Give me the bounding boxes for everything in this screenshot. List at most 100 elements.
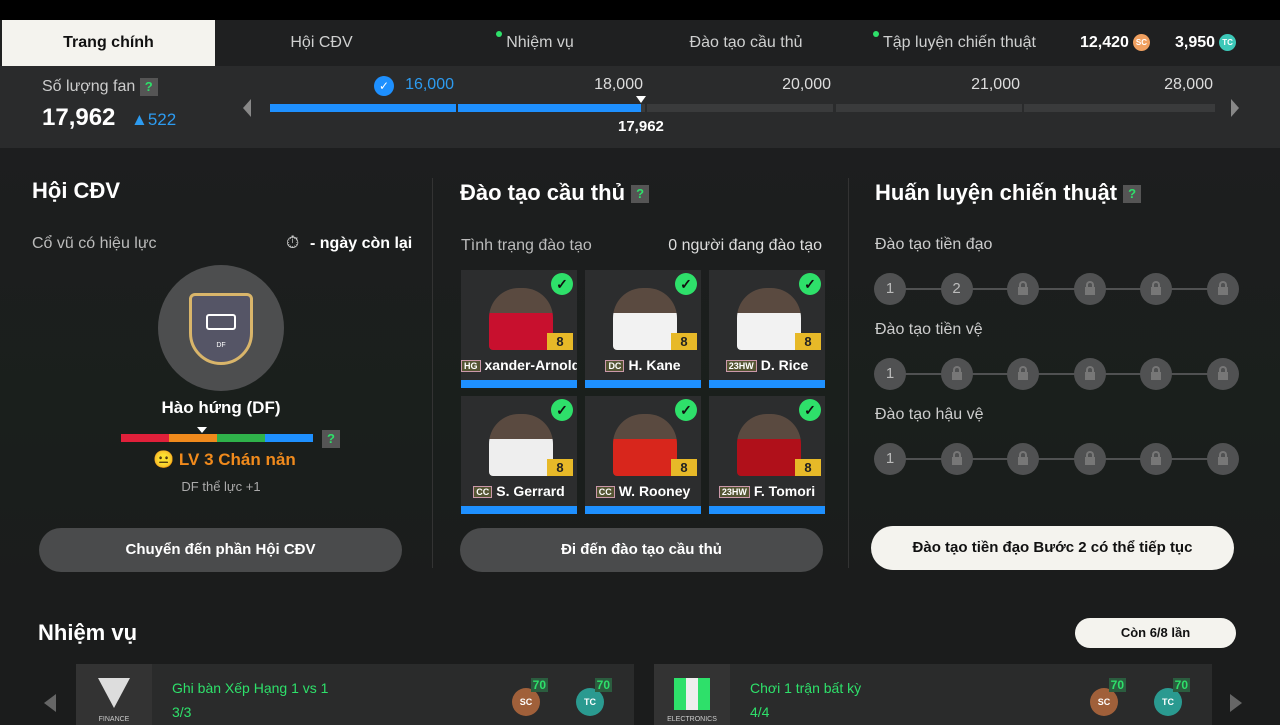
reward-amount: 70 (530, 678, 548, 692)
track-label: Đào tạo tiền đạo (875, 236, 993, 253)
sc-coin-icon: SC (512, 688, 540, 716)
player-card[interactable]: ✓ 8 CC S. Gerrard (461, 396, 577, 514)
player-card[interactable]: ✓ 8 DC H. Kane (585, 270, 701, 388)
season-badge: 23HW (725, 360, 757, 373)
mission-progress: 3/3 (172, 704, 192, 720)
tab-4[interactable]: Tập luyện chiến thuật (852, 20, 1057, 66)
tab-1[interactable]: Hội CĐV (215, 20, 428, 66)
lock-icon (1007, 273, 1039, 305)
battery-shield-icon: DF (189, 293, 253, 365)
sponsor-name: ELECTRONICS (667, 716, 717, 723)
prev-arrow-icon[interactable] (243, 99, 251, 117)
player-card[interactable]: ✓ 8 23HW D. Rice (709, 270, 825, 388)
tab-3[interactable]: Đào tạo cầu thủ (640, 20, 852, 66)
player-name-text: H. Kane (628, 357, 681, 373)
tc-reward: TC 70 (572, 678, 612, 718)
player-card[interactable]: ✓ 8 23HW F. Tomori (709, 396, 825, 514)
lock-icon (940, 443, 973, 475)
player-photo (613, 414, 677, 476)
track-label: Đào tạo tiền vệ (875, 321, 983, 338)
mood-level: LV 3 Chán nản (178, 450, 296, 469)
next-arrow-icon[interactable] (1231, 99, 1239, 117)
notification-dot-icon (873, 31, 879, 37)
tab-2[interactable]: Nhiệm vụ (430, 20, 640, 66)
step-node[interactable]: 1 (874, 273, 906, 305)
mission-card[interactable]: FINANCE Ghi bàn Xếp Hạng 1 vs 1 3/3 SC 70 TC 7… (76, 664, 634, 725)
tc-coin-icon: TC (1154, 688, 1182, 716)
go-to-club-button[interactable]: Chuyển đến phần Hội CĐV (39, 528, 402, 572)
training-progress-bar (709, 506, 825, 514)
check-circle-icon: ✓ (551, 273, 573, 295)
fan-segment (270, 104, 456, 112)
fan-count-bar: Số lượng fan ? 17,962 ▲522 16,000 ✓ 18,000… (0, 66, 1280, 148)
player-card[interactable]: ✓ 8 HG xander-Arnold (461, 270, 577, 388)
sc-balance: 12,420 SC (1080, 20, 1150, 66)
buff-name: Hào hứng (DF) (161, 398, 281, 417)
mission-card[interactable]: ELECTRONICS Chơi 1 trận bất kỳ 4/4 SC 70 TC 70 (654, 664, 1212, 725)
track-line (890, 373, 1220, 375)
continue-tactics-button[interactable]: Đào tạo tiền đạo Bước 2 có thể tiếp tục (871, 526, 1234, 570)
lock-icon (1140, 443, 1172, 475)
player-name: 23HW D. Rice (709, 357, 825, 373)
prev-arrow-icon[interactable] (44, 694, 56, 712)
go-to-training-button[interactable]: Đi đến đào tạo cầu thủ (460, 528, 823, 572)
timer-icon: ⏱ (286, 233, 300, 252)
check-circle-icon: ✓ (799, 273, 821, 295)
fan-segment (647, 104, 833, 112)
sponsor-name: FINANCE (98, 716, 130, 723)
help-icon[interactable]: ? (139, 78, 158, 96)
lock-icon (1073, 358, 1106, 390)
main-panel: Hội CĐV Cổ vũ có hiệu lực ⏱ - ngày còn l… (0, 148, 1280, 598)
lock-icon (1007, 358, 1039, 390)
fan-segment-fill (270, 104, 456, 112)
tactics-title: Huấn luyện chiến thuật (875, 180, 1118, 205)
next-arrow-icon[interactable] (1230, 694, 1242, 712)
mission-title: Chơi 1 trận bất kỳ (750, 680, 862, 696)
player-name: 23HW F. Tomori (709, 483, 825, 499)
tab-label: Đào tạo cầu thủ (689, 34, 803, 51)
step-node[interactable]: 1 (874, 358, 906, 390)
notification-dot-icon (496, 31, 503, 37)
fan-segment-fill (458, 104, 642, 112)
season-badge: DC (605, 360, 625, 373)
step-node[interactable]: 1 (874, 443, 906, 475)
sc-coin-icon: SC (1132, 34, 1150, 52)
tab-0[interactable]: Trang chính (2, 20, 215, 66)
player-card[interactable]: ✓ 8 CC W. Rooney (585, 396, 701, 514)
season-badge: CC (595, 486, 615, 499)
buff-effect: DF thể lực +1 (181, 479, 261, 494)
help-icon[interactable]: ? (1123, 185, 1142, 204)
training-progress-bar (585, 506, 701, 514)
club-title: Hội CĐV (32, 178, 120, 203)
milestone-label: 18,000 (594, 76, 643, 93)
tc-coin-icon: TC (576, 688, 604, 716)
lock-icon (1073, 273, 1106, 305)
sc-reward: SC 70 (1086, 678, 1126, 718)
track-line (890, 288, 1220, 290)
player-name: CC S. Gerrard (461, 483, 577, 499)
lock-icon (1206, 273, 1239, 305)
tab-label: Tập luyện chiến thuật (883, 34, 1036, 51)
help-icon[interactable]: ? (631, 185, 650, 204)
mission-progress: 4/4 (750, 704, 770, 720)
training-count: 0 người đang đào tạo (668, 237, 822, 254)
mission-title: Ghi bàn Xếp Hạng 1 vs 1 (172, 680, 329, 696)
mood-gauge (121, 434, 313, 442)
step-node[interactable]: 2 (940, 273, 973, 305)
help-icon[interactable]: ? (322, 430, 340, 448)
mood-marker-icon (196, 427, 207, 433)
training-progress-bar (709, 380, 825, 388)
fan-count: 17,962 (42, 104, 116, 131)
player-level: 8 (671, 333, 697, 350)
milestone-label: 20,000 (782, 76, 831, 93)
player-level: 8 (547, 459, 573, 476)
cheer-badge: DF (158, 265, 284, 391)
training-progress-bar (461, 506, 577, 514)
lock-icon (1140, 358, 1172, 390)
remaining-badge: Còn 6/8 lần (1075, 618, 1236, 648)
missions-panel: Nhiệm vụ Còn 6/8 lần FINANCE Ghi bàn Xếp … (0, 598, 1280, 725)
lock-icon (940, 358, 973, 390)
player-name-text: W. Rooney (618, 483, 691, 499)
fan-label: Số lượng fan (42, 78, 136, 96)
tab-label: Trang chính (63, 34, 154, 51)
